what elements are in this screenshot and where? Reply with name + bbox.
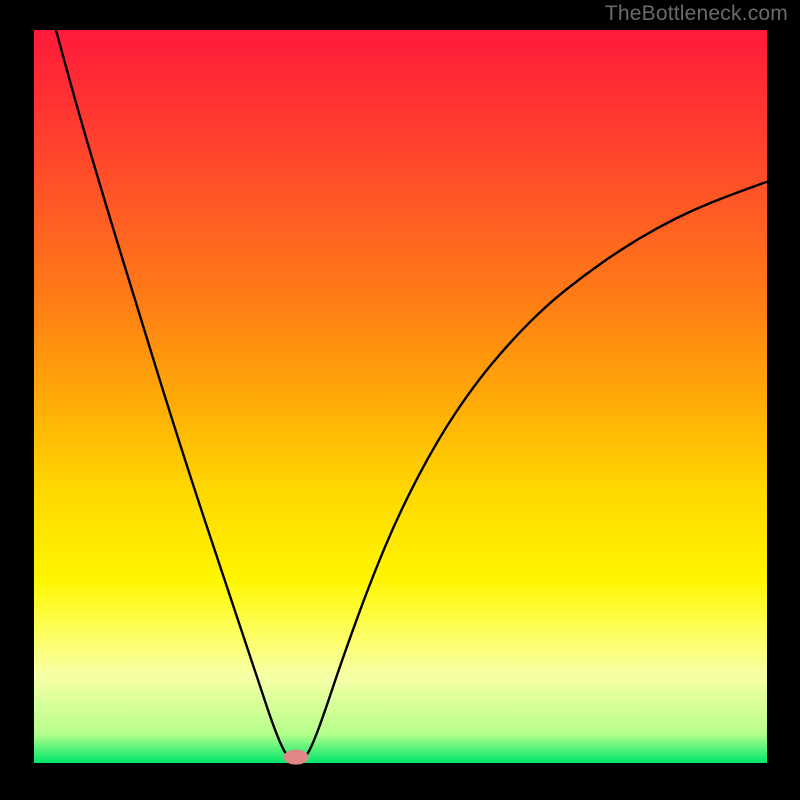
curve-path	[56, 30, 767, 762]
watermark-text: TheBottleneck.com	[605, 2, 788, 26]
bottleneck-curve	[34, 30, 767, 763]
plot-area	[34, 30, 767, 763]
optimal-point-marker	[283, 750, 308, 765]
